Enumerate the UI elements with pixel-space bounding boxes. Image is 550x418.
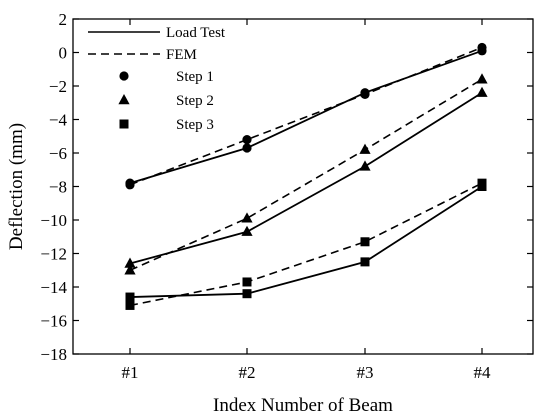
- legend-label: FEM: [166, 47, 197, 63]
- fem-point: [125, 180, 135, 190]
- fem-point: [124, 264, 136, 275]
- legend-label: Step 3: [176, 117, 214, 133]
- fem-point: [477, 178, 487, 188]
- plot-frame: [72, 18, 534, 355]
- legend-circle-marker: [119, 71, 129, 81]
- y-tick-label: 0: [59, 44, 68, 63]
- fem-point: [241, 212, 253, 223]
- y-tick-label: −6: [49, 144, 67, 163]
- series-step-2: [124, 73, 488, 275]
- load-test-point: [125, 292, 135, 302]
- load-test-point: [124, 257, 136, 268]
- fem-point: [476, 73, 488, 84]
- fem-line: [129, 46, 483, 186]
- legend-label: Step 2: [176, 93, 214, 109]
- load-test-line: [129, 91, 483, 265]
- load-test-point: [360, 257, 370, 267]
- fem-point: [242, 277, 252, 287]
- x-tick-label: #3: [357, 363, 374, 382]
- y-tick-label: −12: [40, 245, 67, 264]
- fem-point: [242, 135, 252, 145]
- x-tick-label: #2: [239, 363, 256, 382]
- load-test-point: [242, 143, 252, 153]
- y-tick-label: −2: [49, 77, 67, 96]
- legend-label: Load Test: [166, 25, 226, 41]
- legend: Load Test FEM Step 1 Step 2 Step 3: [88, 25, 226, 133]
- y-tick-label: −14: [40, 278, 67, 297]
- load-test-point: [242, 289, 252, 299]
- axis-ticks: 2 0 −2 −4 −6 −8 −10 −12 −14 −16 −18 #1 #2 #3 #4: [40, 10, 533, 382]
- axes: [72, 18, 534, 355]
- fem-point: [125, 300, 135, 310]
- fem-line: [129, 182, 483, 307]
- load-test-line: [129, 185, 483, 298]
- legend-triangle-marker: [118, 94, 130, 105]
- fem-point: [477, 42, 487, 53]
- y-tick-label: −18: [40, 345, 67, 364]
- y-tick-label: −16: [40, 312, 67, 331]
- fem-point: [360, 237, 370, 247]
- x-axis-title: Index Number of Beam: [213, 395, 393, 416]
- fem-line: [129, 78, 483, 271]
- y-tick-label: 2: [59, 10, 68, 29]
- load-test-point: [241, 225, 253, 236]
- fem-point: [359, 143, 371, 154]
- x-tick-label: #4: [474, 363, 492, 382]
- y-tick-label: −8: [49, 178, 67, 197]
- series-step-1: [125, 42, 487, 190]
- load-test-point: [476, 86, 488, 97]
- series-layer: [124, 42, 488, 310]
- y-tick-label: −10: [40, 211, 67, 230]
- legend-square-marker: [119, 119, 129, 129]
- x-tick-label: #1: [122, 363, 139, 382]
- load-test-point: [359, 160, 371, 171]
- series-step-3: [125, 178, 487, 310]
- y-axis-title: Deflection (mm): [6, 123, 27, 250]
- y-tick-label: −4: [49, 111, 68, 130]
- fem-point: [360, 89, 370, 99]
- legend-label: Step 1: [176, 69, 214, 85]
